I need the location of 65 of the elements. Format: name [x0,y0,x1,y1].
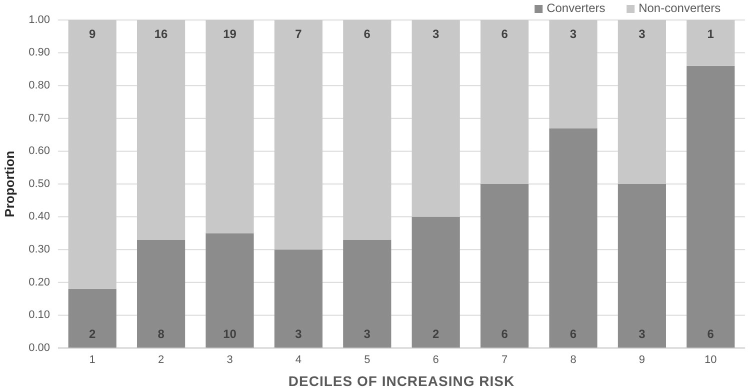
annotation: 3 [638,327,646,342]
x-axis-title: DECILES OF INCREASING RISK [288,373,515,389]
annotation: 3 [295,327,302,342]
annotation: 3 [570,27,577,42]
bar [137,20,186,240]
annotation: 8 [158,327,165,342]
bar [549,128,598,348]
annotation: 10 [223,327,237,342]
annotation: 16 [154,27,168,42]
bar [686,66,735,348]
bar [549,20,598,128]
bar [206,233,254,348]
annotation: 6 [364,27,371,42]
annotation: 3 [432,27,440,42]
x-tick-label: 4 [295,354,302,366]
x-tick-label: 5 [364,354,370,366]
y-tick-label: 0.90 [28,46,50,59]
y-tick-label: 0.00 [28,342,50,354]
x-tick-label: 9 [638,354,646,366]
annotation: 3 [364,327,371,342]
bar [137,240,186,348]
y-tick-label: 0.20 [28,276,50,288]
legend-label: Converters [546,1,606,16]
annotation: 3 [638,27,646,42]
y-tick-label: 0.60 [28,145,50,158]
x-tick-label: 8 [570,354,576,366]
x-tick-label: 6 [432,354,439,366]
bar [686,20,735,66]
y-tick-label: 0.70 [28,112,50,124]
bar [206,20,254,234]
bar [480,20,529,184]
annotation: 2 [432,327,440,342]
annotation: 6 [570,327,577,342]
bar [618,20,666,184]
y-tick-label: 0.80 [28,80,50,92]
annotation: 1 [707,27,714,42]
bar [68,20,116,289]
bar [274,20,322,250]
annotation: 6 [501,27,508,42]
x-tick-label: 7 [501,354,508,366]
annotation: 7 [295,27,302,42]
y-tick-label: 0.30 [28,244,50,256]
bar [274,250,322,348]
annotation: 19 [223,27,237,42]
y-tick-label: 0.10 [28,309,50,322]
bar [618,184,666,348]
y-tick-label: 0.50 [28,178,50,190]
x-tick-label: 3 [226,354,233,366]
bar [412,20,460,217]
legend-label: Non-converters [638,1,721,16]
annotation: 6 [501,327,508,342]
annotation: 2 [89,327,96,342]
bar [343,20,392,240]
annotation: 6 [707,327,714,342]
y-tick-label: 0.40 [28,210,50,223]
y-tick-label: 1.00 [28,14,50,26]
y-axis-title: Proportion [2,150,17,218]
x-tick-label: 2 [158,354,164,366]
annotation: 9 [89,27,96,42]
bar [480,184,529,348]
bar [412,216,460,348]
bar [68,288,116,348]
x-tick-label: 10 [704,354,717,366]
bar [343,240,392,348]
x-tick-label: 1 [89,354,96,366]
